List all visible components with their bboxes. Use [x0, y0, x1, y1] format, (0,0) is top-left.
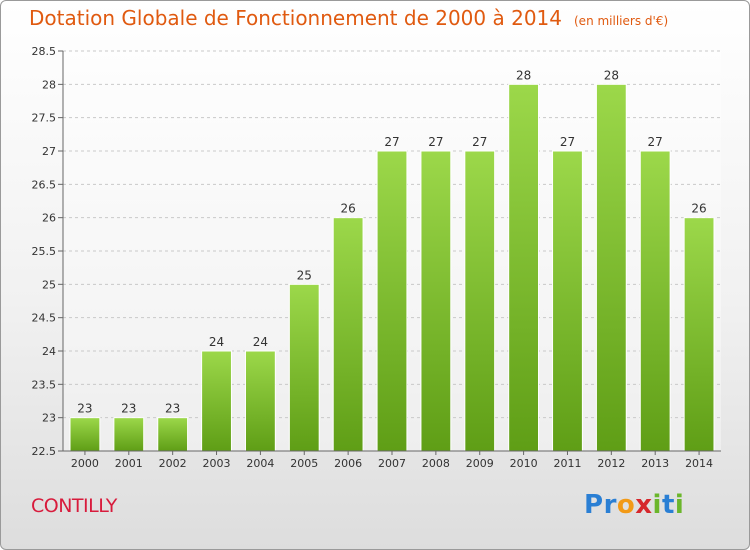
bar-2011 — [552, 150, 583, 452]
bar-2007 — [376, 150, 408, 452]
x-tick-label-2001: 2001 — [115, 457, 143, 470]
x-tick-label-2009: 2009 — [466, 457, 494, 470]
y-tick-label: 25 — [42, 278, 56, 291]
commune-name: CONTILLY — [31, 495, 117, 517]
bar-2000 — [69, 417, 101, 452]
bar-2012 — [595, 83, 627, 452]
title-text: Dotation Globale de Fonctionnement de 20… — [29, 6, 562, 30]
y-tick-label: 22.5 — [32, 445, 57, 458]
y-tick-label: 26 — [42, 212, 56, 225]
bar-2014 — [683, 217, 715, 452]
bar-2004 — [244, 350, 276, 452]
y-tick-label: 26.5 — [32, 178, 57, 191]
unit-label: (en milliers d'€) — [574, 14, 669, 28]
y-tick-label: 27.5 — [32, 112, 57, 125]
data-label-2011: 27 — [560, 135, 575, 149]
data-label-2005: 25 — [297, 268, 312, 282]
x-tick-label-2011: 2011 — [553, 457, 581, 470]
bar-2010 — [508, 83, 540, 452]
y-tick-label: 24.5 — [32, 312, 57, 325]
bar-2003 — [201, 350, 232, 452]
data-label-2004: 24 — [253, 335, 268, 349]
data-label-2013: 27 — [648, 135, 663, 149]
bar-2006 — [332, 217, 364, 452]
data-label-2008: 27 — [428, 135, 443, 149]
data-label-2014: 26 — [691, 202, 706, 216]
y-tick-label: 23.5 — [32, 378, 57, 391]
y-tick-label: 24 — [42, 345, 56, 358]
data-label-2007: 27 — [384, 135, 399, 149]
proxiti-logo[interactable]: Proxiti — [584, 490, 685, 520]
bar-2013 — [639, 150, 671, 452]
x-tick-label-2006: 2006 — [334, 457, 362, 470]
y-tick-label: 25.5 — [32, 245, 57, 258]
data-label-2006: 26 — [340, 202, 355, 216]
x-tick-label-2000: 2000 — [71, 457, 99, 470]
data-label-2003: 24 — [209, 335, 224, 349]
data-label-2001: 23 — [121, 402, 136, 416]
x-tick-label-2008: 2008 — [422, 457, 450, 470]
y-tick-label: 28.5 — [32, 45, 57, 58]
y-tick-label: 23 — [42, 412, 56, 425]
x-tick-label-2013: 2013 — [641, 457, 669, 470]
bar-2008 — [420, 150, 452, 452]
x-tick-label-2004: 2004 — [246, 457, 274, 470]
x-tick-label-2007: 2007 — [378, 457, 406, 470]
data-label-2000: 23 — [77, 402, 92, 416]
bar-2005 — [288, 283, 320, 452]
y-tick-label: 28 — [42, 78, 56, 91]
data-label-2002: 23 — [165, 402, 180, 416]
x-tick-label-2014: 2014 — [685, 457, 713, 470]
x-tick-label-2005: 2005 — [290, 457, 318, 470]
x-tick-label-2010: 2010 — [510, 457, 538, 470]
bar-2009 — [464, 150, 496, 452]
data-label-2009: 27 — [472, 135, 487, 149]
data-label-2010: 28 — [516, 68, 531, 82]
x-tick-label-2012: 2012 — [597, 457, 625, 470]
x-tick-label-2002: 2002 — [159, 457, 187, 470]
bar-2002 — [157, 417, 189, 452]
x-tick-label-2003: 2003 — [203, 457, 231, 470]
bar-2001 — [113, 417, 145, 452]
data-label-2012: 28 — [604, 68, 619, 82]
chart-title: Dotation Globale de Fonctionnement de 20… — [29, 6, 668, 30]
y-tick-label: 27 — [42, 145, 56, 158]
